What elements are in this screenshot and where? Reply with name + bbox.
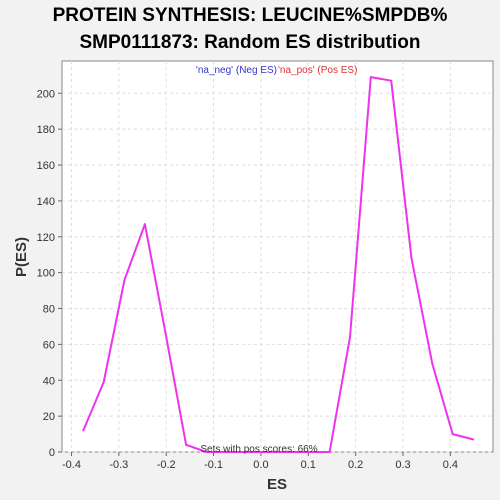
y-tick-label: 100 <box>37 268 55 280</box>
data-point <box>102 381 105 384</box>
data-point <box>205 451 208 453</box>
data-point <box>390 79 393 82</box>
y-tick-label: 160 <box>37 160 55 172</box>
data-point <box>431 363 434 366</box>
y-tick-label: 140 <box>37 196 55 208</box>
x-tick-label: 0.2 <box>348 459 363 471</box>
x-tick-label: -0.2 <box>157 459 176 471</box>
y-tick-label: 60 <box>43 339 55 351</box>
y-axis-label: P(ES) <box>13 237 30 277</box>
x-tick-label: 0.4 <box>443 459 458 471</box>
y-tick-label: 180 <box>37 124 55 136</box>
data-point <box>143 223 146 226</box>
data-point <box>472 438 475 441</box>
es-distribution-line <box>82 76 474 453</box>
x-tick-label: -0.4 <box>62 459 81 471</box>
chart-title-line-2: SMP0111873: Random ES distribution <box>79 32 420 53</box>
plot-area <box>61 60 494 453</box>
data-point <box>451 433 454 436</box>
data-point <box>185 443 188 446</box>
y-tick-label: 200 <box>37 88 55 100</box>
data-point <box>308 451 311 453</box>
y-tick-label: 120 <box>37 232 55 244</box>
data-point <box>410 257 413 260</box>
x-axis: -0.4 -0.3 -0.2 -0.1 0.0 0.1 0.2 0.3 0.4 <box>62 452 458 471</box>
grid <box>62 61 493 453</box>
pos-scores-note: Sets with pos scores: 66% <box>200 444 317 455</box>
data-point <box>246 451 249 453</box>
y-tick-label: 20 <box>43 411 55 423</box>
data-point <box>123 278 126 281</box>
data-point <box>328 451 331 453</box>
y-tick-label: 40 <box>43 375 55 387</box>
y-tick-label: 80 <box>43 304 55 316</box>
data-point <box>287 451 290 453</box>
data-point <box>164 330 167 333</box>
series-group <box>82 76 475 453</box>
x-tick-label: -0.1 <box>204 459 223 471</box>
x-tick-label: -0.3 <box>109 459 128 471</box>
legend-entry-pos: 'na_pos' (Pos ES) <box>278 65 357 76</box>
x-tick-label: 0.3 <box>395 459 410 471</box>
x-tick-label: 0.1 <box>301 459 316 471</box>
x-axis-label: ES <box>267 476 287 493</box>
x-tick-label: 0.0 <box>253 459 268 471</box>
data-point <box>369 76 372 79</box>
data-point <box>225 451 228 453</box>
legend-entry-neg: 'na_neg' (Neg ES) <box>196 65 277 76</box>
y-axis: 0 20 40 60 80 100 120 140 160 180 200 <box>37 88 62 459</box>
data-point <box>82 429 85 432</box>
chart-title-line-1: PROTEIN SYNTHESIS: LEUCINE%SMPDB% <box>53 5 448 26</box>
y-tick-label: 0 <box>49 447 55 459</box>
data-point <box>267 451 270 453</box>
data-point <box>348 336 351 339</box>
